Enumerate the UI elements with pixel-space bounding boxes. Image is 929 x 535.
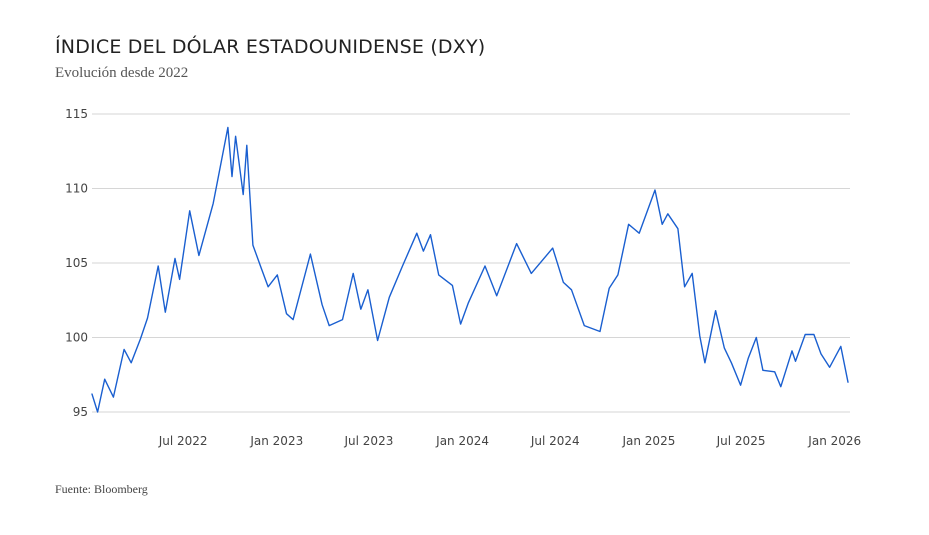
grid-lines bbox=[92, 113, 850, 413]
y-tick-label: 115 bbox=[65, 107, 88, 121]
chart-title: ÍNDICE DEL DÓLAR ESTADOUNIDENSE (DXY) bbox=[55, 36, 486, 58]
x-tick-label: Jul 2025 bbox=[716, 434, 766, 448]
y-tick-label: 105 bbox=[65, 256, 88, 270]
x-tick-label: Jan 2025 bbox=[621, 434, 675, 448]
y-axis-ticks: 95 100 105 110 115 bbox=[65, 107, 88, 419]
series-line-dxy bbox=[91, 126, 849, 413]
x-tick-label: Jan 2023 bbox=[249, 434, 303, 448]
x-tick-label: Jul 2022 bbox=[158, 434, 208, 448]
x-tick-label: Jan 2024 bbox=[435, 434, 489, 448]
source-note: Fuente: Bloomberg bbox=[55, 482, 148, 496]
x-tick-label: Jul 2023 bbox=[344, 434, 394, 448]
y-tick-label: 95 bbox=[73, 405, 88, 419]
chart-subtitle: Evolución desde 2022 bbox=[55, 65, 189, 81]
x-tick-label: Jul 2024 bbox=[530, 434, 580, 448]
y-tick-label: 110 bbox=[65, 182, 88, 196]
y-tick-label: 100 bbox=[65, 331, 88, 345]
x-tick-label: Jan 2026 bbox=[807, 434, 861, 448]
x-axis-ticks: Jul 2022 Jan 2023 Jul 2023 Jan 2024 Jul 2024… bbox=[158, 434, 861, 448]
